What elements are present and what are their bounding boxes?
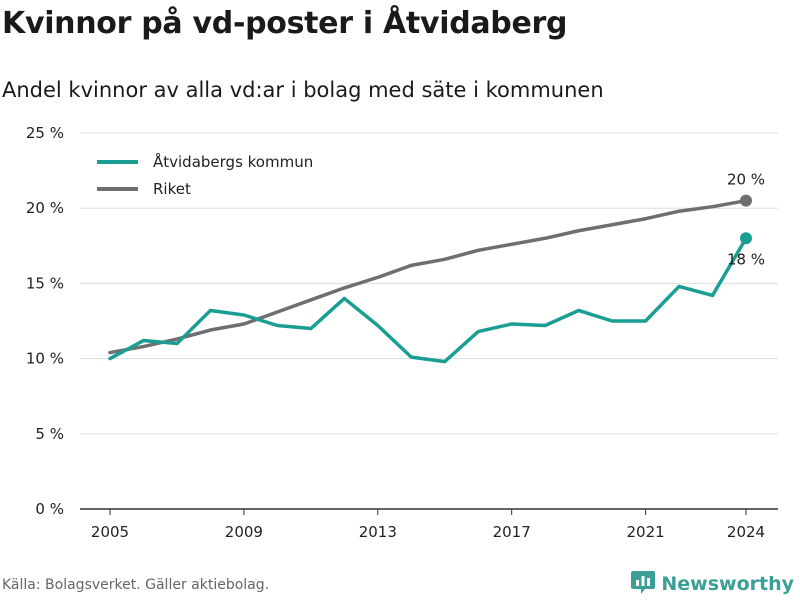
series-line-atvidaberg: [108, 236, 748, 364]
brand-logo: Newsworthy: [631, 569, 794, 599]
chart-subtitle: Andel kvinnor av alla vd:ar i bolag med …: [2, 78, 604, 102]
data-labels: 20 % 18 %: [727, 171, 765, 269]
legend-item-label: Åtvidabergs kommun: [153, 152, 313, 171]
end-label-atvidaberg: 18 %: [727, 250, 765, 268]
y-tick-label: 15 %: [26, 274, 64, 292]
y-tick-label: 0 %: [35, 500, 64, 518]
y-tick-label: 5 %: [35, 425, 64, 443]
legend-item-label: Riket: [153, 180, 191, 198]
x-axis: 2005 2009 2013 2017 2021 2024: [91, 509, 765, 541]
x-tick-label: 2021: [626, 523, 664, 541]
chart-title: Kvinnor på vd-poster i Åtvidaberg: [2, 6, 568, 41]
legend-background: [88, 150, 350, 206]
y-tick-label: 20 %: [26, 199, 64, 217]
y-tick-label: 25 %: [26, 124, 64, 142]
x-tick-label: 2009: [225, 523, 263, 541]
bar-chart-icon: [631, 569, 656, 599]
series-line-riket: [108, 198, 748, 355]
x-tick-label: 2013: [359, 523, 397, 541]
brand-name: Newsworthy: [661, 573, 794, 595]
x-tick-label: 2024: [727, 523, 765, 541]
end-label-riket: 20 %: [727, 171, 765, 189]
end-point-atvidaberg: [740, 232, 752, 245]
series-group: [108, 194, 752, 364]
y-axis: 0 % 5 % 10 % 15 % 20 % 25 %: [26, 124, 64, 518]
x-tick-label: 2017: [493, 523, 531, 541]
end-point-riket: [740, 194, 752, 207]
y-tick-label: 10 %: [26, 350, 64, 368]
x-tick-label: 2005: [91, 523, 129, 541]
legend: Åtvidabergs kommun Riket: [88, 150, 350, 206]
source-note: Källa: Bolagsverket. Gäller aktiebolag.: [2, 577, 270, 593]
